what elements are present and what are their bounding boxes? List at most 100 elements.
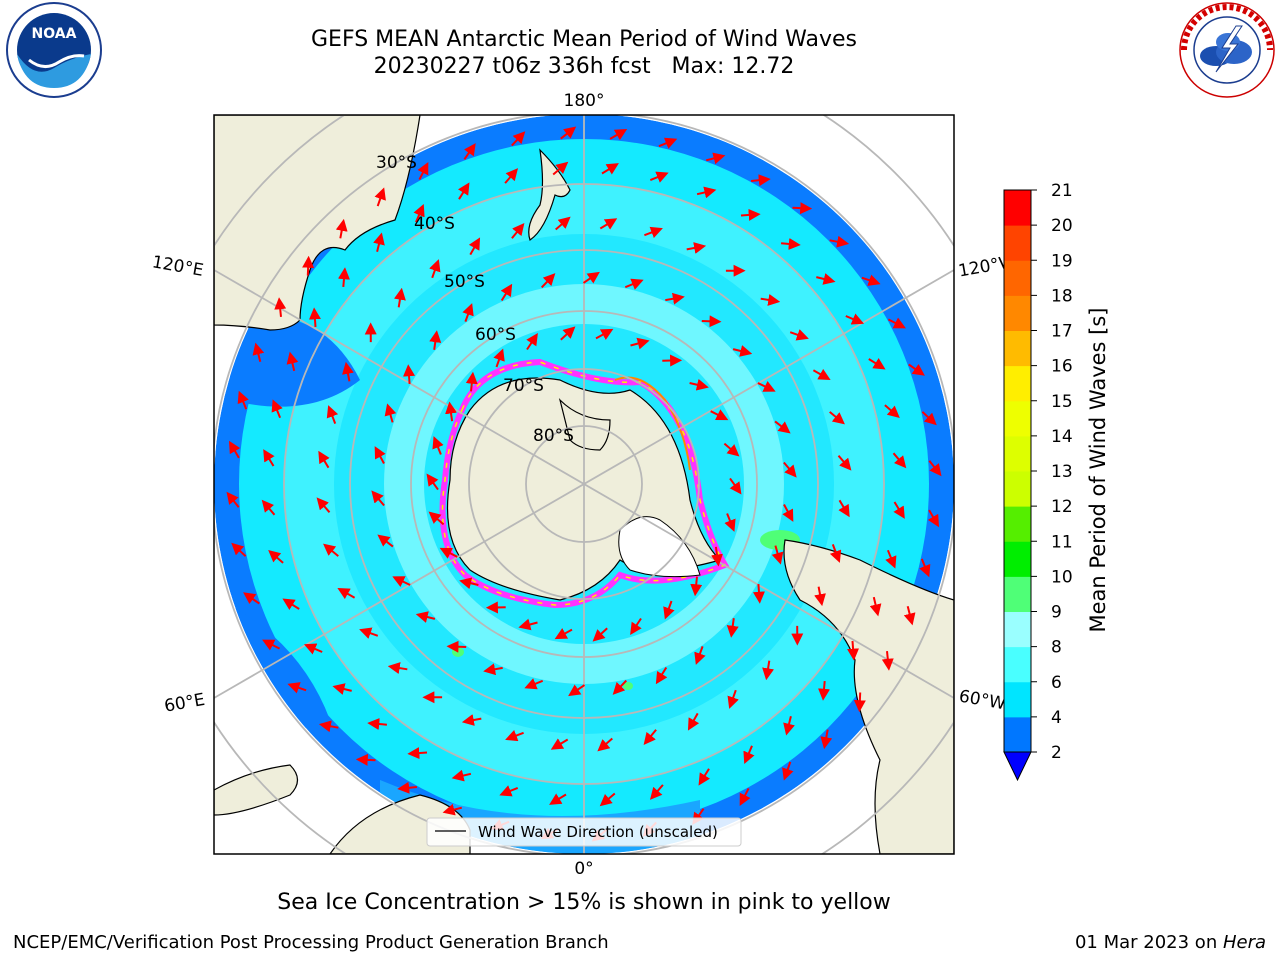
- wind-wave-arrow: [237, 390, 249, 410]
- wind-wave-arrow: [750, 174, 771, 187]
- wind-wave-arrow: [762, 660, 774, 681]
- wind-wave-arrow: [461, 714, 482, 726]
- wind-wave-arrow: [463, 143, 476, 160]
- wind-wave-arrow: [303, 643, 323, 655]
- wind-wave-arrow: [524, 678, 544, 690]
- wind-wave-arrow: [630, 337, 650, 350]
- lat-label-30s: 30°S: [376, 153, 417, 173]
- colorbar-tick-label: 11: [1051, 532, 1073, 552]
- wind-wave-arrow: [332, 683, 352, 695]
- wind-wave-arrow: [374, 187, 386, 207]
- lat-label-80s: 80°S: [533, 426, 574, 446]
- wind-wave-arrow: [445, 401, 457, 422]
- wind-wave-arrow: [429, 259, 441, 279]
- wind-wave-arrow: [743, 745, 755, 765]
- wind-wave-arrow: [727, 689, 739, 709]
- wind-wave-arrow: [757, 380, 776, 392]
- wind-wave-arrow: [337, 267, 350, 287]
- wind-wave-arrow: [228, 440, 241, 459]
- wind-wave-arrow: [595, 328, 614, 340]
- wind-wave-arrow: [261, 499, 276, 516]
- colorbar-under-extension: [1003, 751, 1032, 782]
- wind-wave-arrow: [665, 292, 685, 305]
- wind-wave-arrow: [243, 592, 260, 605]
- wind-wave-arrow: [927, 509, 940, 528]
- wind-wave-arrow: [789, 329, 809, 341]
- wind-wave-arrow: [384, 403, 397, 423]
- wind-wave-arrow: [367, 718, 387, 731]
- wind-wave-arrow: [337, 587, 356, 600]
- wind-wave-arrow: [468, 237, 481, 256]
- wind-wave-arrow: [426, 473, 439, 491]
- colorbar-tick-label: 4: [1051, 708, 1062, 728]
- colorbar-segment: [1004, 506, 1031, 542]
- wind-wave-arrow: [884, 404, 900, 419]
- wind-wave-arrow: [705, 152, 726, 165]
- colorbar: 2 4 6 8 9 10 11 12 13 14 15 16 17 18 19 20 21: [1003, 181, 1073, 782]
- wind-wave-arrow: [442, 803, 463, 816]
- wind-wave-arrow: [568, 684, 586, 697]
- wind-wave-arrow: [392, 576, 411, 588]
- wind-wave-arrow: [323, 543, 339, 557]
- colorbar-tick-label: 16: [1051, 357, 1073, 377]
- wind-wave-arrow: [921, 411, 937, 426]
- wind-wave-arrow: [781, 237, 801, 250]
- colorbar-tick-label: 2: [1051, 743, 1062, 763]
- wind-wave-arrow: [355, 753, 376, 766]
- colorbar-segment: [1004, 190, 1031, 226]
- wind-wave-arrow: [908, 363, 925, 376]
- colorbar-segment: [1004, 330, 1031, 367]
- wind-wave-arrow: [263, 449, 275, 467]
- wind-wave-arrow: [371, 490, 385, 507]
- wind-wave-arrow: [893, 501, 905, 519]
- wind-wave-arrow: [268, 549, 284, 564]
- wind-wave-arrow: [783, 461, 797, 478]
- wind-wave-arrow: [403, 364, 416, 384]
- wind-wave-arrow: [814, 586, 826, 607]
- wind-wave-arrow: [868, 358, 886, 370]
- wind-wave-arrow: [724, 513, 736, 532]
- wind-wave-arrow: [552, 161, 569, 176]
- sea-ice-caption: Sea Ice Concentration > 15% is shown in …: [277, 890, 891, 915]
- wind-wave-arrow: [732, 345, 753, 357]
- colorbar-tick-label: 18: [1051, 286, 1073, 306]
- wind-wave-arrow: [549, 793, 567, 805]
- wind-wave-arrow: [526, 332, 538, 351]
- chart-title: GEFS MEAN Antarctic Mean Period of Wind …: [311, 27, 857, 52]
- colorbar-segment: [1004, 400, 1031, 437]
- wind-wave-arrow: [271, 399, 283, 419]
- wind-wave-arrow: [373, 232, 385, 252]
- lat-label-60s: 60°S: [475, 325, 516, 345]
- wind-wave-arrow: [252, 342, 265, 363]
- wind-wave-arrow: [458, 182, 470, 200]
- colorbar-tick-label: 13: [1051, 462, 1073, 482]
- wind-wave-arrow: [696, 186, 717, 199]
- wind-wave-arrow: [782, 504, 794, 522]
- wind-wave-arrow: [723, 442, 740, 457]
- wind-wave-arrow: [829, 235, 850, 248]
- footer-date-text: 01 Mar 2023 on: [1074, 932, 1223, 953]
- wind-wave-arrow: [820, 729, 833, 750]
- colorbar-segment: [1004, 260, 1031, 296]
- wind-wave-arrow: [550, 738, 569, 750]
- wind-wave-arrow: [649, 171, 669, 183]
- wind-wave-arrow: [782, 761, 794, 781]
- map-legend: Wind Wave Direction (unscaled): [426, 817, 742, 847]
- wind-wave-arrow: [308, 307, 321, 328]
- wind-wave-arrow: [407, 747, 428, 760]
- footer-credit: NCEP/EMC/Verification Post Processing Pr…: [13, 932, 609, 953]
- map-frame: [213, 114, 955, 855]
- wind-wave-arrow: [287, 682, 307, 694]
- wind-wave-arrow: [853, 692, 866, 713]
- noaa-logo: NOAA: [6, 2, 102, 98]
- wind-wave-arrow: [829, 544, 842, 563]
- wind-wave-arrow: [499, 785, 519, 797]
- wind-wave-arrow: [829, 411, 845, 425]
- colorbar-segment: [1004, 681, 1031, 718]
- wind-wave-arrow: [397, 781, 418, 794]
- wind-wave-arrow: [262, 639, 281, 651]
- wind-wave-arrow: [845, 313, 865, 325]
- lon-label-60w: 60°W: [957, 686, 1007, 714]
- wind-wave-arrow: [439, 547, 458, 559]
